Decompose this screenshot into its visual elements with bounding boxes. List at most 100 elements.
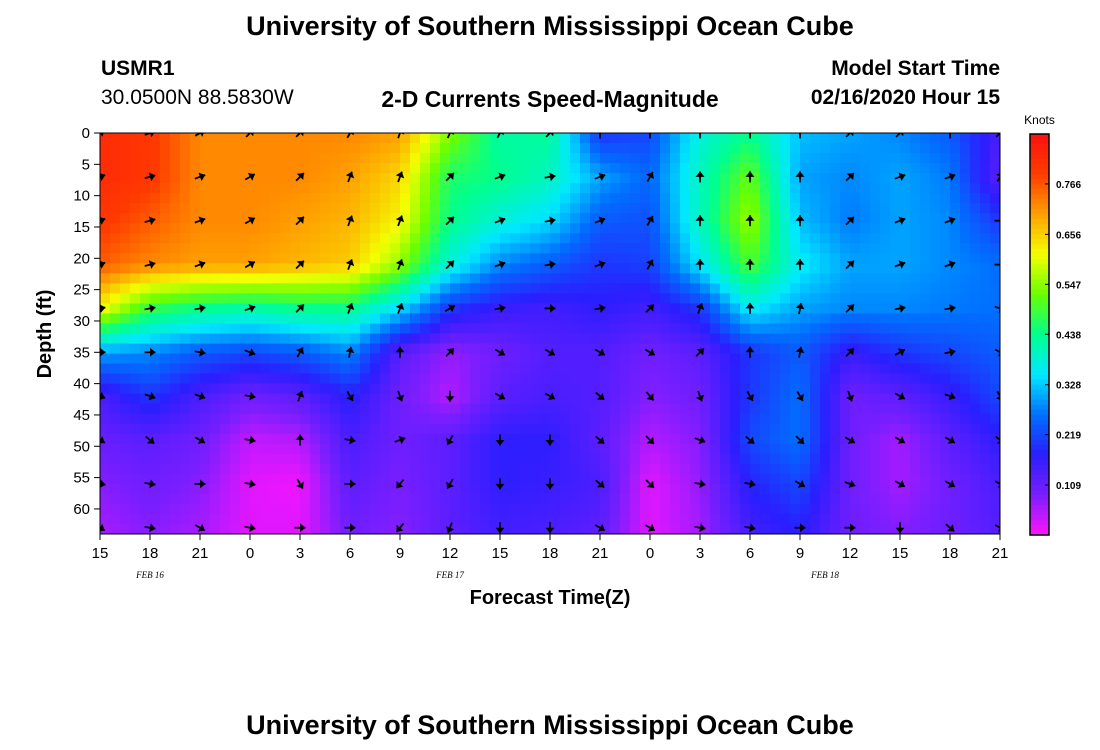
heatmap-cell: [490, 293, 501, 305]
heatmap-cell: [310, 453, 321, 465]
heatmap-cell: [480, 303, 491, 315]
heatmap-cell: [100, 483, 111, 495]
heatmap-cell: [950, 323, 961, 335]
heatmap-cell: [560, 243, 571, 254]
current-arrow: [695, 347, 705, 357]
heatmap-cell: [970, 503, 981, 515]
heatmap-cell: [180, 233, 191, 244]
heatmap-cell: [680, 173, 691, 184]
heatmap-cell: [100, 273, 111, 284]
heatmap-cell: [270, 343, 281, 355]
heatmap-cell: [520, 463, 531, 475]
heatmap-cell: [830, 503, 841, 515]
page-title-bottom: University of Southern Mississippi Ocean…: [246, 710, 854, 740]
heatmap-cell: [590, 243, 601, 254]
heatmap-cell: [930, 223, 941, 234]
heatmap-cell: [970, 493, 981, 505]
heatmap-cell: [150, 153, 161, 164]
heatmap-cell: [500, 243, 511, 254]
current-arrow: [344, 435, 356, 445]
heatmap-cell: [440, 383, 451, 395]
heatmap-cell: [640, 273, 651, 284]
heatmap-cell: [930, 433, 941, 445]
heatmap-cell: [130, 453, 141, 465]
heatmap-cell: [250, 273, 261, 284]
heatmap-cell: [350, 293, 361, 305]
heatmap-cell: [800, 353, 811, 365]
heatmap-cell: [170, 453, 181, 465]
heatmap-cell: [590, 453, 601, 465]
heatmap-cell: [310, 353, 321, 365]
heatmap-cell: [820, 453, 831, 465]
heatmap-cell: [330, 433, 341, 445]
current-arrow: [894, 304, 906, 313]
heatmap-cell: [440, 283, 451, 295]
heatmap-cell: [450, 133, 461, 144]
heatmap-cell: [950, 443, 961, 455]
heatmap-cell: [460, 473, 471, 485]
heatmap-cell: [170, 293, 181, 305]
heatmap-cell: [840, 143, 851, 154]
heatmap-cell: [880, 163, 891, 174]
heatmap-cell: [720, 353, 731, 365]
heatmap-cell: [160, 453, 171, 465]
heatmap-cell: [680, 443, 691, 455]
heatmap-cell: [880, 463, 891, 475]
heatmap-cell: [210, 143, 221, 154]
heatmap-cell: [950, 193, 961, 204]
heatmap-cell: [930, 283, 941, 295]
current-arrow: [544, 260, 556, 269]
heatmap-cell: [970, 423, 981, 435]
heatmap-cell: [480, 393, 491, 405]
heatmap-cell: [260, 153, 271, 164]
heatmap-cell: [150, 473, 161, 485]
heatmap-cell: [680, 433, 691, 445]
heatmap-cell: [590, 143, 601, 154]
heatmap-cell: [760, 433, 771, 445]
heatmap-cell: [840, 203, 851, 214]
heatmap-cell: [750, 163, 761, 174]
heatmap-cell: [110, 203, 121, 214]
heatmap-cell: [350, 453, 361, 465]
heatmap-cell: [410, 373, 421, 385]
heatmap-cell: [600, 393, 611, 405]
heatmap-cell: [810, 203, 821, 214]
heatmap-cell: [810, 243, 821, 254]
heatmap-cell: [580, 143, 591, 154]
heatmap-cell: [940, 343, 951, 355]
heatmap-cell: [930, 173, 941, 184]
colorbar-tick-label: 0.109: [1056, 481, 1081, 492]
heatmap-cell: [740, 493, 751, 505]
heatmap-cell: [180, 283, 191, 295]
heatmap-cell: [790, 323, 801, 335]
heatmap-cell: [140, 433, 151, 445]
heatmap-cell: [320, 273, 331, 284]
heatmap-cell: [540, 523, 551, 534]
heatmap-cell: [370, 143, 381, 154]
heatmap-cell: [920, 213, 931, 224]
current-arrow: [395, 302, 405, 314]
heatmap-cell: [990, 133, 1000, 144]
heatmap-cell: [640, 173, 651, 184]
heatmap-cell: [410, 403, 421, 415]
heatmap-cell: [310, 423, 321, 435]
current-arrow: [194, 391, 206, 401]
heatmap-cell: [140, 383, 151, 395]
heatmap-cell: [270, 153, 281, 164]
heatmap-cell: [190, 503, 201, 515]
heatmap-cell: [970, 343, 981, 355]
heatmap-cell: [130, 133, 141, 144]
heatmap-cell: [650, 303, 661, 315]
heatmap-cell: [800, 313, 811, 325]
heatmap-cell: [320, 463, 331, 475]
heatmap-cell: [160, 423, 171, 435]
heatmap-cell: [880, 483, 891, 495]
heatmap-cell: [970, 463, 981, 475]
heatmap-cell: [110, 523, 121, 534]
heatmap-cell: [370, 413, 381, 425]
heatmap-cell: [850, 263, 861, 274]
heatmap-cell: [230, 253, 241, 264]
heatmap-cell: [700, 413, 711, 425]
heatmap-cell: [480, 363, 491, 375]
heatmap-cell: [800, 333, 811, 345]
